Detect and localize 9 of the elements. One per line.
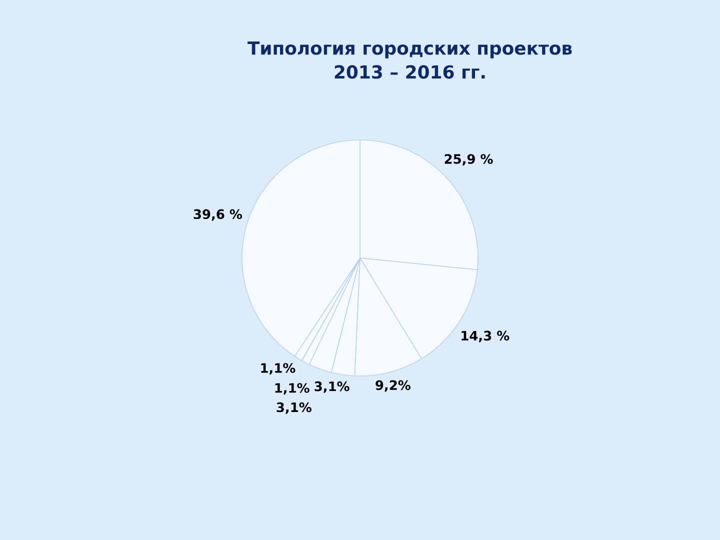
data-label: 39,6 % [194,209,242,221]
data-label: 25,9 % [444,154,493,166]
data-label: 3,1% [314,381,350,393]
data-label: 14,3 % [462,330,510,342]
data-label: 3,1% [276,402,312,414]
data-label: 1,1% [275,383,310,395]
data-label: 9,2% [376,380,410,392]
data-label: 1,1% [261,363,296,375]
chart-title: Типология городских проектов 2013 – 2016 гг. [248,42,572,79]
